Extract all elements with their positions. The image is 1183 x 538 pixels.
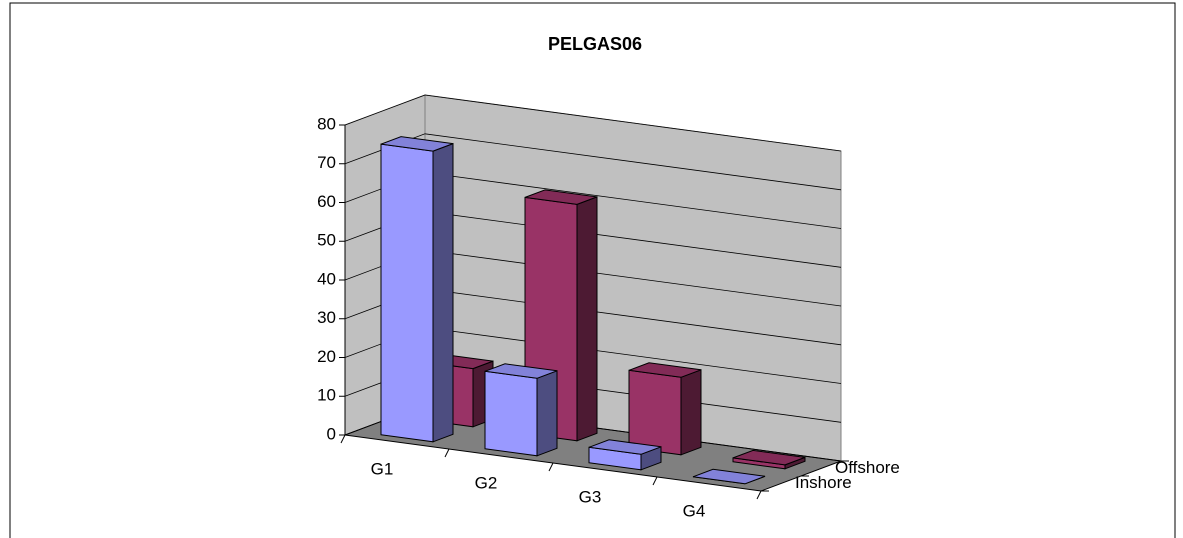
x-tick xyxy=(652,476,658,486)
bar-side xyxy=(576,196,598,442)
grid-line xyxy=(344,133,842,191)
grid-line xyxy=(344,94,842,152)
bar-front xyxy=(628,369,682,456)
bar-top xyxy=(524,189,598,205)
x-tick xyxy=(340,434,346,444)
chart-title: PELGAS06 xyxy=(548,34,642,54)
bar xyxy=(484,363,558,457)
y-tick-label: 70 xyxy=(317,153,336,172)
bar-front xyxy=(484,370,538,457)
y-tick-label: 10 xyxy=(317,386,336,405)
bar-top xyxy=(732,449,806,466)
bar xyxy=(588,439,662,471)
series-label: Inshore xyxy=(795,473,852,492)
bar xyxy=(628,362,702,456)
y-tick-label: 40 xyxy=(317,269,336,288)
bar xyxy=(732,449,806,470)
bar xyxy=(380,136,454,443)
x-tick-label: G4 xyxy=(683,501,706,520)
bar-side xyxy=(432,142,454,443)
bar-top xyxy=(380,136,454,152)
bar-top xyxy=(484,363,558,379)
y-tick-label: 30 xyxy=(317,308,336,327)
x-tick xyxy=(444,448,450,458)
bar xyxy=(692,468,766,485)
y-tick-label: 50 xyxy=(317,231,336,250)
series-label: Offshore xyxy=(835,458,900,477)
x-tick xyxy=(548,462,554,472)
x-tick-label: G1 xyxy=(371,459,394,478)
y-tick-label: 0 xyxy=(327,424,336,443)
y-tick-label: 60 xyxy=(317,192,336,211)
bar-top xyxy=(588,439,662,455)
y-tick-label: 80 xyxy=(317,114,336,133)
x-tick-label: G2 xyxy=(475,473,498,492)
y-tick-label: 20 xyxy=(317,347,336,366)
bar-top xyxy=(628,362,702,378)
x-tick-label: G3 xyxy=(579,487,602,506)
bar-front xyxy=(380,143,434,443)
bar-side xyxy=(680,369,702,456)
bar-side xyxy=(536,370,558,457)
x-tick xyxy=(756,490,762,500)
bar-top xyxy=(692,468,766,485)
